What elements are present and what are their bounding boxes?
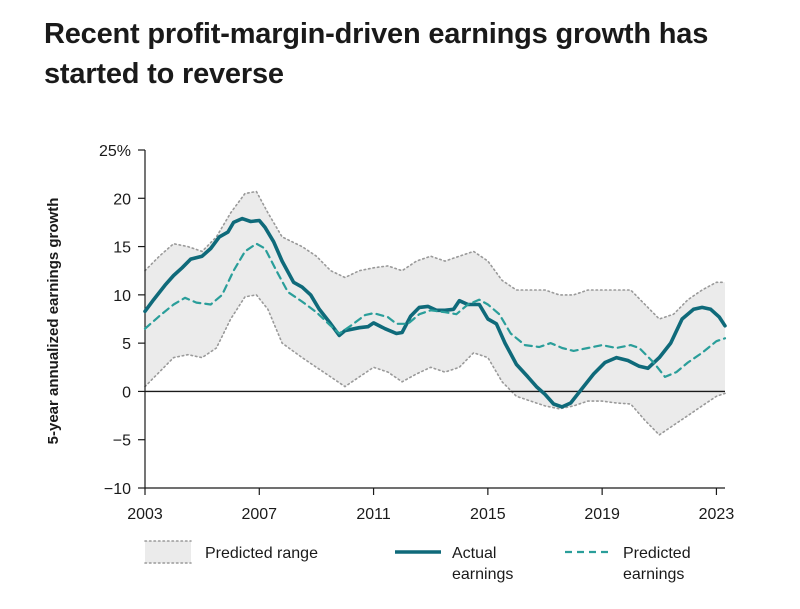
y-tick-label: −10: [104, 481, 131, 498]
x-tick-label: 2007: [241, 506, 277, 523]
y-tick-label: 10: [113, 288, 131, 305]
y-tick-label: 0: [122, 384, 131, 401]
legend-item-band: Predicted range: [144, 540, 318, 564]
predicted-range-layer: [144, 190, 726, 436]
series-layer: [143, 216, 727, 409]
y-tick-label: −5: [113, 433, 131, 450]
y-tick-label: 15: [113, 240, 131, 257]
chart-title: Recent profit-margin-driven earnings gro…: [44, 18, 709, 90]
y-tick-label: 5: [122, 336, 131, 353]
legend-item-predicted: Predicted earnings: [565, 545, 691, 583]
predicted-range-area: [145, 191, 725, 435]
series-line-predicted-earnings: [143, 242, 727, 378]
x-tick-label: 2003: [127, 506, 163, 523]
legend-label: earnings: [623, 566, 684, 583]
legend-swatch-band: [145, 541, 191, 563]
x-tick-label: 2011: [356, 506, 391, 523]
predicted-range-upper-edge: [144, 190, 726, 320]
x-tick-label: 2015: [470, 506, 506, 523]
legend-label: earnings: [452, 566, 513, 583]
legend-label: Predicted range: [205, 545, 318, 562]
y-tick-label: 25%: [99, 143, 131, 160]
x-tick-label: 2023: [699, 506, 735, 523]
legend-label: Actual: [452, 545, 496, 562]
legend-label: Predicted: [623, 545, 691, 562]
y-tick-label: 20: [113, 191, 131, 208]
predicted-range-lower-edge: [144, 294, 726, 436]
y-axis-label: 5-year annualized earnings growth: [45, 198, 62, 445]
x-tick-label: 2019: [584, 506, 620, 523]
series-line-actual-earnings: [143, 216, 727, 409]
legend-item-actual: Actual earnings: [395, 545, 513, 583]
axes-layer: [144, 150, 725, 489]
legend: Predicted range Actual earnings Predicted ea…: [144, 540, 691, 583]
